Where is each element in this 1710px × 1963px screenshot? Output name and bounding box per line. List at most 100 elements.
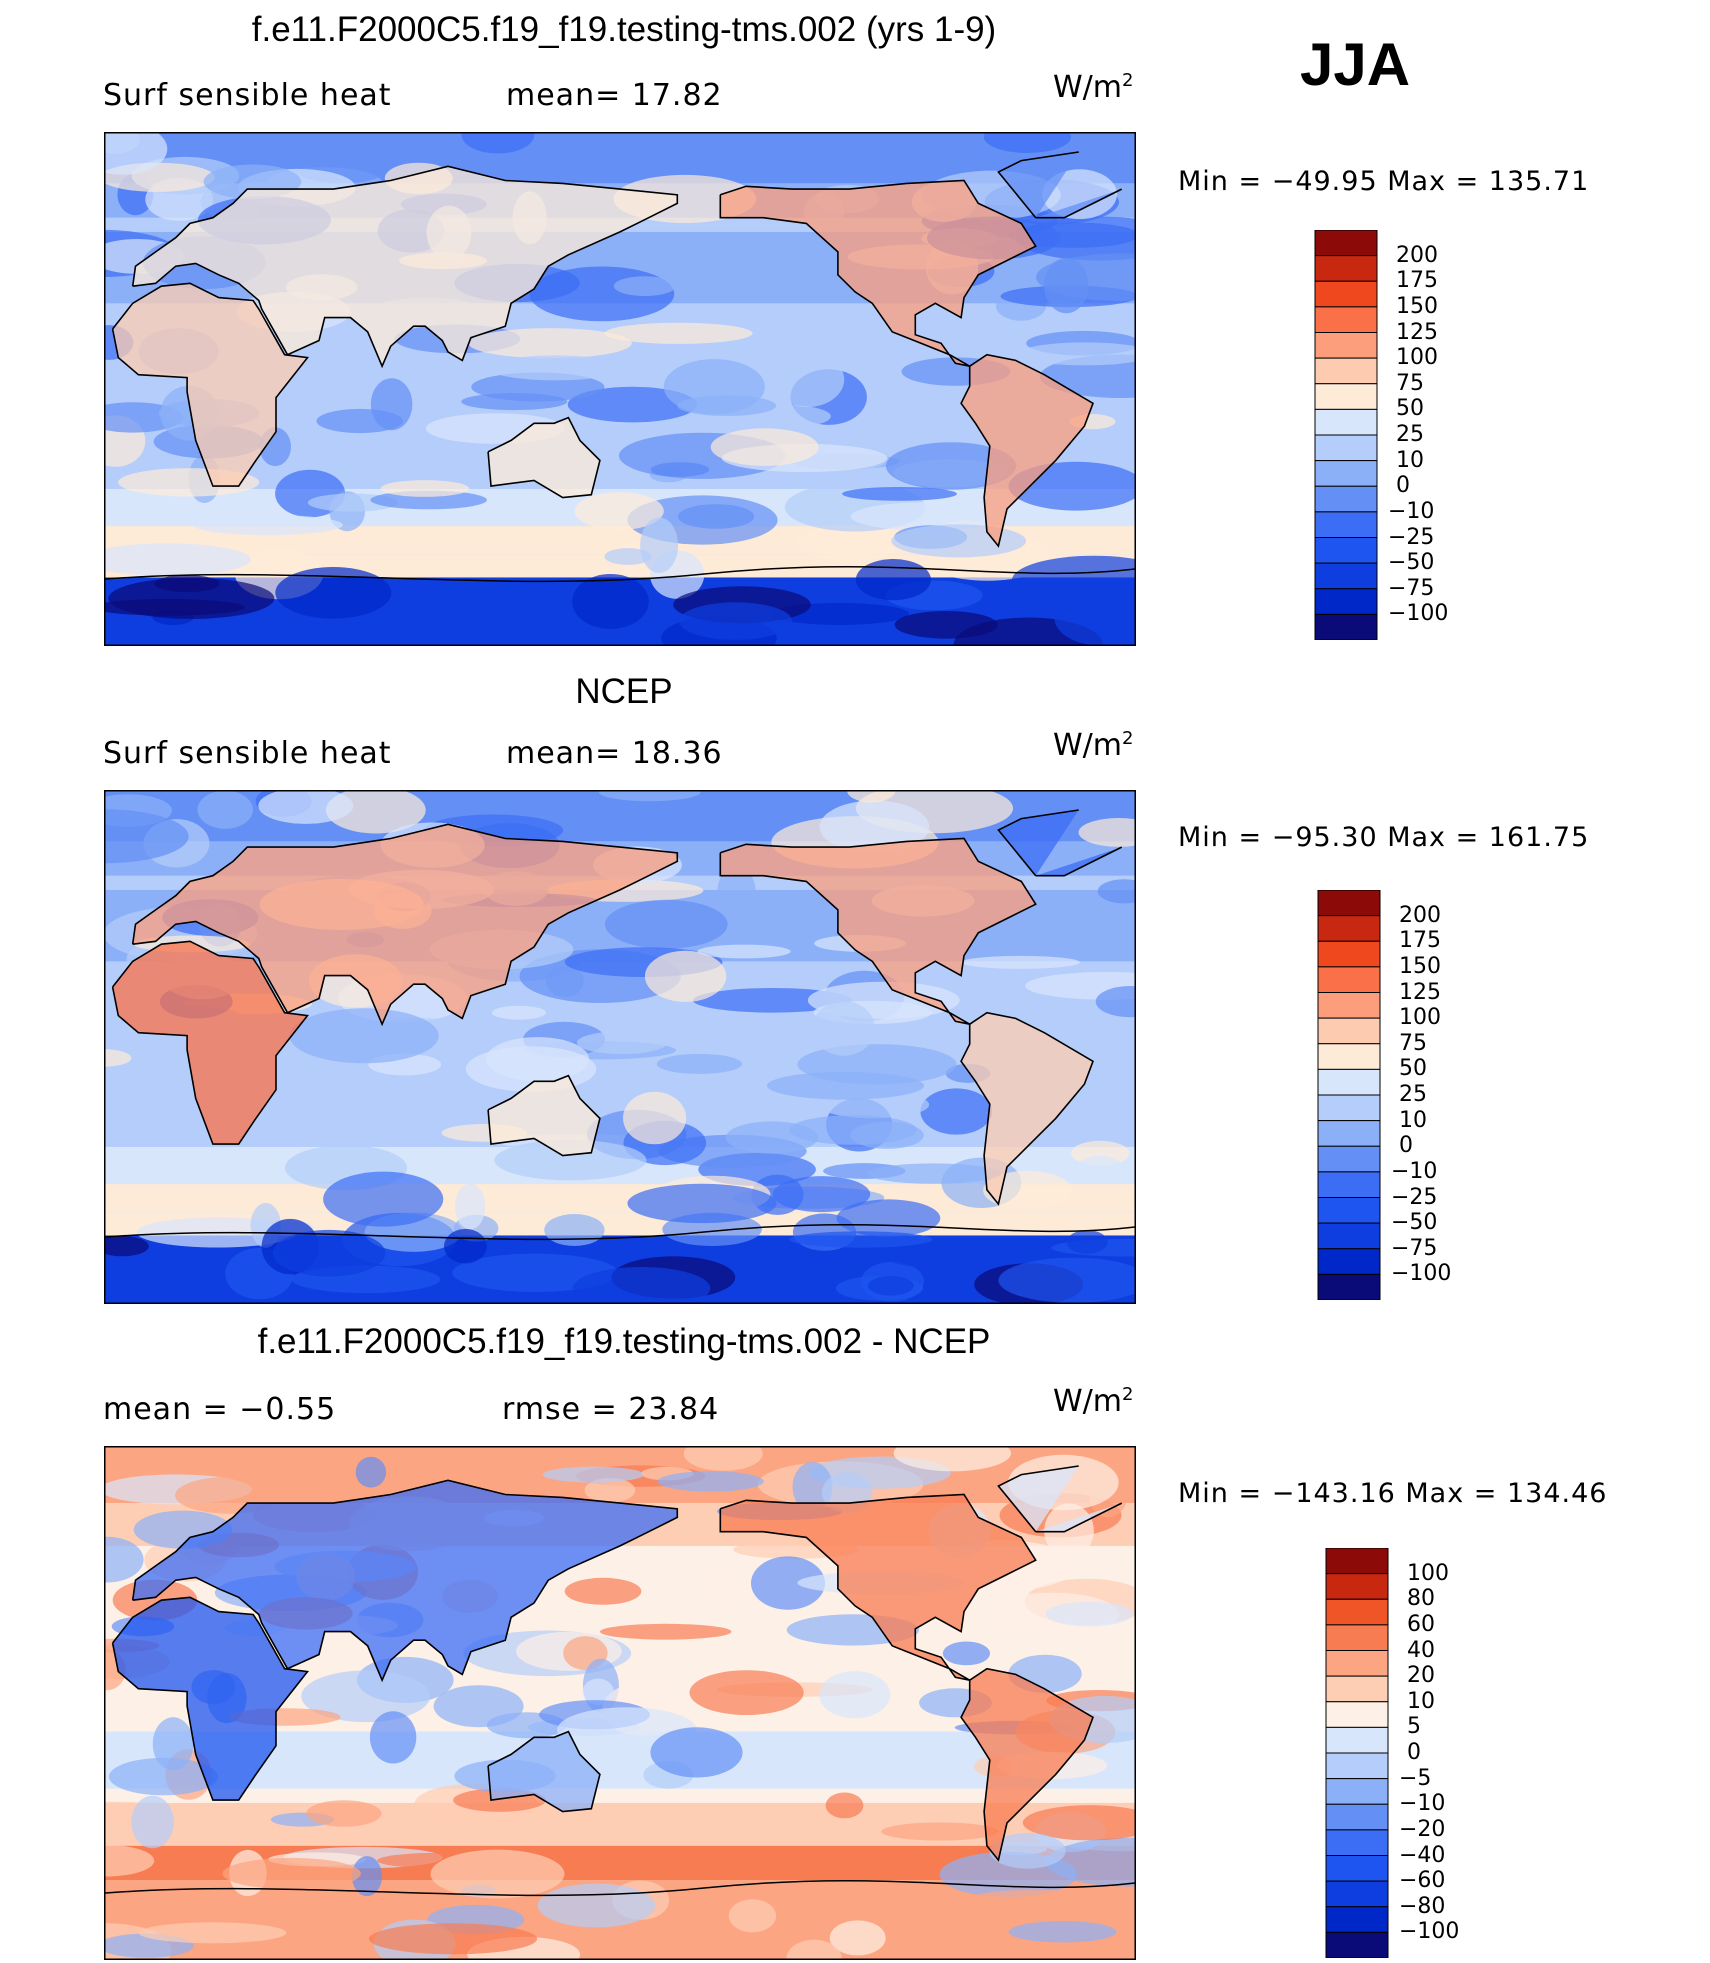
field-blob: [104, 132, 168, 175]
field-blob: [444, 1228, 487, 1264]
land-field-samerica: [961, 1668, 1093, 1861]
colorbar-swatch: [1314, 511, 1378, 539]
colorbar-swatch: [1317, 1222, 1381, 1250]
field-blob: [351, 1856, 383, 1897]
field-blob: [627, 1183, 777, 1224]
field-blob: [604, 322, 753, 344]
colorbar-swatch: [1314, 383, 1378, 410]
panel3-mean-label: mean = −0.55: [103, 1392, 337, 1427]
field-blob: [104, 1236, 149, 1257]
colorbar-level-label: 100: [1399, 1005, 1441, 1031]
colorbar-level-label: 5: [1407, 1714, 1421, 1740]
field-blob: [847, 790, 896, 803]
colorbar-level-label: 200: [1399, 902, 1441, 928]
colorbar-swatch: [1325, 1931, 1389, 1958]
panel1-minmax: Min = −49.95 Max = 135.71: [1178, 166, 1590, 197]
season-label: JJA: [1300, 31, 1411, 98]
field-blob: [272, 1229, 386, 1277]
field-blob: [961, 955, 1081, 969]
field-blob: [537, 1883, 656, 1928]
field-blob: [104, 809, 189, 864]
colorbar-swatch: [1325, 1548, 1389, 1575]
field-blob: [812, 1001, 875, 1056]
field-blob: [789, 1115, 917, 1145]
field-blob: [108, 577, 275, 619]
colorbar-level-label: −100: [1388, 601, 1449, 627]
panel2-variable-label: Surf sensible heat: [103, 736, 392, 771]
field-blob: [468, 328, 632, 359]
coastline-greenland: [997, 1465, 1123, 1533]
field-blob: [1095, 986, 1136, 1018]
field-blob: [942, 1641, 991, 1666]
field-blob: [786, 1939, 842, 1960]
field-blob: [222, 1857, 361, 1890]
colorbar-swatch: [1325, 1598, 1389, 1626]
field-blob: [165, 616, 320, 630]
field-blob: [323, 1171, 444, 1227]
panel3-units: W/m2: [1053, 1384, 1134, 1419]
land-field-greenland: [998, 152, 1122, 218]
field-blob: [683, 1446, 763, 1471]
colorbar-swatch: [1325, 1906, 1389, 1933]
field-blob: [983, 1170, 1072, 1210]
colorbar-swatch: [1314, 485, 1378, 513]
field-blob: [819, 800, 930, 854]
panel2-minmax: Min = −95.30 Max = 161.75: [1178, 822, 1590, 853]
colorbar-level-label: −10: [1391, 1158, 1438, 1184]
field-blob: [604, 548, 652, 565]
colorbar-level-label: −20: [1399, 1816, 1446, 1842]
colorbar-swatch: [1325, 1650, 1389, 1677]
antarctica-coastline: [104, 565, 1136, 583]
field-blob: [1066, 1230, 1108, 1254]
coastline-namerica: [719, 1493, 1037, 1681]
colorbar-swatch: [1314, 280, 1378, 308]
panel3-title: f.e11.F2000C5.f19_f19.testing-tms.002 - …: [257, 1322, 991, 1361]
field-blob: [152, 1717, 194, 1771]
field-blob: [855, 559, 932, 601]
field-blob: [866, 1163, 1001, 1184]
colorbar-swatch: [1317, 1248, 1381, 1275]
field-blob: [104, 1844, 155, 1877]
field-blob: [770, 351, 845, 408]
field-blob: [1044, 257, 1089, 314]
field-blob: [1011, 555, 1136, 605]
panel1-title: f.e11.F2000C5.f19_f19.testing-tms.002 (y…: [251, 10, 997, 49]
colorbar-level-label: −25: [1388, 524, 1435, 550]
colorbar-swatch: [1317, 1094, 1381, 1122]
field-blob: [650, 1727, 743, 1778]
coastline-eurasia: [131, 165, 679, 369]
field-blob: [644, 950, 727, 1002]
colorbar-swatch: [1325, 1624, 1389, 1652]
field-blob: [640, 517, 679, 573]
field-blob: [689, 1670, 804, 1715]
colorbar-level-label: −25: [1391, 1184, 1438, 1210]
field-blob: [258, 790, 354, 824]
coastline-greenland: [997, 809, 1123, 877]
colorbar-level-label: −40: [1399, 1842, 1446, 1868]
field-blob: [491, 1005, 546, 1020]
field-blob: [598, 790, 701, 802]
colorbar-swatch: [1317, 1043, 1381, 1070]
colorbar-level-label: 100: [1396, 345, 1438, 371]
field-blob: [584, 1478, 636, 1503]
colorbar-swatch: [1314, 588, 1378, 615]
field-blob: [989, 1833, 1066, 1869]
colorbar-level-label: −100: [1399, 1919, 1460, 1945]
colorbar-level-label: 60: [1407, 1611, 1435, 1637]
colorbar-level-label: 25: [1396, 422, 1424, 447]
colorbar-swatch: [1325, 1829, 1389, 1857]
coastline-australia: [487, 416, 601, 499]
field-blob: [567, 386, 698, 423]
colorbar-level-label: 10: [1399, 1107, 1427, 1133]
land-field-namerica: [720, 1494, 1036, 1681]
field-blob: [108, 1757, 218, 1796]
field-blob: [656, 1053, 743, 1074]
panel1-mean-label: mean= 17.82: [506, 78, 723, 113]
panel2-title: NCEP: [575, 672, 673, 711]
field-blob: [679, 602, 793, 640]
field-blob: [983, 132, 1071, 153]
colorbar-swatch: [1325, 1573, 1389, 1600]
field-blob: [369, 1711, 417, 1764]
coastline-africa: [111, 1596, 310, 1801]
colorbar-swatch: [1317, 1171, 1381, 1199]
